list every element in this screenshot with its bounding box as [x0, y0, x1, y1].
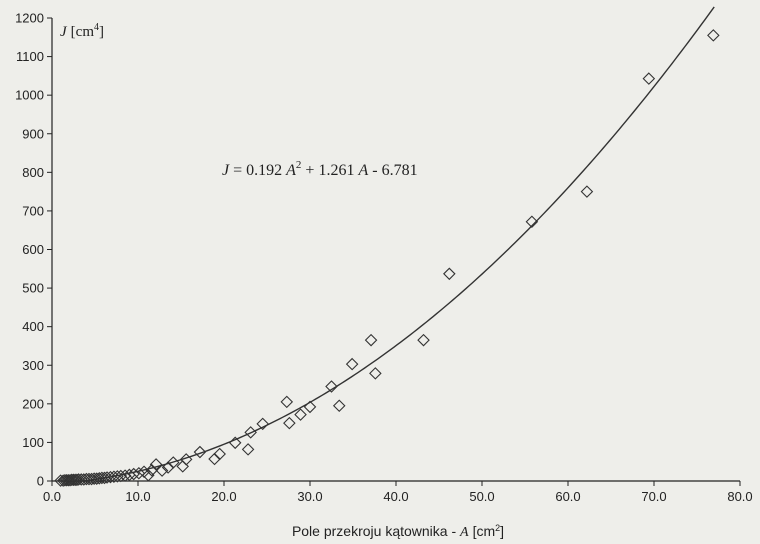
x-tick-label: 10.0 — [125, 489, 150, 504]
data-point — [145, 463, 159, 477]
data-point — [303, 400, 317, 414]
data-point — [244, 426, 257, 439]
y-tick-label: 100 — [22, 435, 44, 450]
data-point — [417, 333, 430, 347]
data-point — [707, 29, 720, 42]
data-point — [280, 395, 294, 409]
x-tick-label: 60.0 — [555, 489, 580, 504]
y-tick-label: 900 — [22, 126, 44, 141]
data-point — [62, 473, 75, 487]
data-point — [100, 471, 114, 484]
data-point — [60, 473, 73, 487]
data-point — [155, 464, 169, 477]
data-point — [68, 473, 82, 487]
y-tick-label: 1100 — [16, 49, 44, 64]
y-tick-label: 400 — [22, 319, 44, 334]
data-points — [54, 29, 720, 487]
data-point — [294, 408, 307, 421]
x-tick-label: 40.0 — [383, 489, 408, 504]
x-tick-label: 50.0 — [469, 489, 494, 504]
data-point — [525, 215, 539, 228]
data-point — [132, 467, 146, 480]
data-point — [345, 357, 359, 371]
data-point — [580, 185, 594, 198]
data-point — [283, 416, 296, 430]
data-point — [70, 473, 84, 487]
data-point — [142, 468, 155, 482]
data-point — [193, 445, 207, 459]
y-tick-label: 300 — [22, 358, 44, 373]
y-ticks: 0 100 200 300 400 500 600 700 800 900 1000 1100 1200 — [15, 11, 52, 489]
data-point — [241, 443, 255, 456]
data-point — [104, 470, 117, 484]
data-point — [332, 399, 346, 413]
y-tick-label: 1200 — [15, 11, 44, 26]
data-point — [161, 461, 175, 474]
data-point — [166, 456, 180, 469]
x-axis-label: Pole przekroju kątownika - A [cm2] — [292, 523, 504, 540]
data-point — [364, 333, 378, 347]
data-point — [256, 417, 269, 431]
data-point — [179, 453, 193, 466]
x-tick-label: 80.0 — [727, 489, 752, 504]
x-tick-label: 0.0 — [43, 489, 61, 504]
x-ticks: 0.0 10.0 20.0 30.0 40.0 50.0 60.0 70.0 80.0 — [43, 481, 753, 504]
data-point — [228, 436, 242, 450]
y-tick-label: 800 — [22, 165, 44, 180]
data-point — [58, 473, 72, 487]
y-tick-label: 200 — [22, 396, 44, 411]
data-point — [642, 72, 656, 85]
y-axis-label: J [cm4] — [60, 22, 104, 40]
data-point — [208, 452, 221, 466]
x-tick-label: 70.0 — [641, 489, 666, 504]
y-tick-label: 600 — [22, 242, 44, 257]
axes: 0.0 10.0 20.0 30.0 40.0 50.0 60.0 70.0 80.0 0 100… — [15, 11, 753, 505]
y-tick-label: 700 — [22, 203, 44, 218]
x-tick-label: 20.0 — [211, 489, 236, 504]
data-point — [325, 380, 338, 393]
y-tick-label: 1000 — [15, 88, 44, 103]
fit-curve — [60, 6, 715, 482]
data-point — [213, 447, 226, 461]
x-tick-label: 30.0 — [297, 489, 322, 504]
fit-equation: J = 0.192 A2 + 1.261 A - 6.781 — [222, 159, 418, 179]
data-point — [98, 471, 111, 485]
data-point — [443, 267, 456, 281]
data-point — [107, 470, 121, 484]
y-tick-label: 0 — [37, 474, 44, 489]
data-point — [65, 473, 79, 487]
data-point — [127, 467, 140, 481]
data-point — [369, 367, 382, 380]
data-point — [149, 458, 163, 471]
y-tick-label: 500 — [22, 281, 44, 296]
